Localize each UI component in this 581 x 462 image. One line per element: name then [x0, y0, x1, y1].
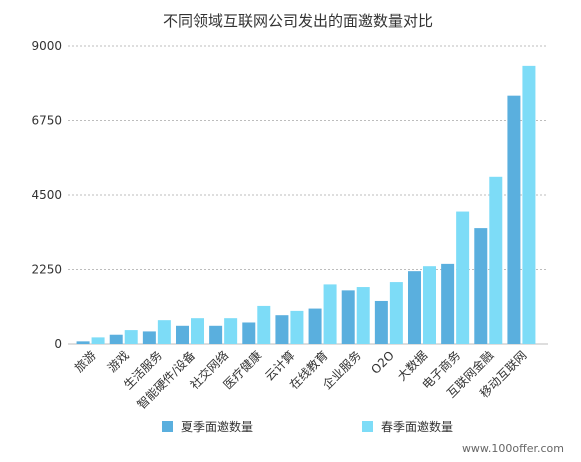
bar-summer: [308, 308, 322, 344]
legend-label-spring: 春季面邀数量: [381, 419, 453, 434]
x-tick-label: O2O: [368, 348, 397, 377]
bar-summer: [507, 95, 521, 345]
x-tick-label: 旅游: [72, 348, 99, 375]
bar-summer: [408, 271, 421, 344]
y-axis-ticks: 0 2250 4500 6750 9000: [31, 39, 62, 351]
x-tick-label: 智能硬件/设备: [134, 348, 198, 412]
bar-spring: [522, 65, 536, 344]
bar-summer: [374, 300, 388, 344]
bar-spring: [191, 318, 204, 344]
bar-spring: [157, 320, 171, 344]
bar-summer: [209, 325, 223, 344]
bar-summer: [142, 331, 156, 344]
x-tick-label: 游戏: [105, 348, 132, 375]
bar-summer: [176, 325, 189, 344]
legend-swatch-spring: [362, 421, 373, 432]
y-tick-label: 4500: [31, 188, 62, 202]
y-tick-label: 0: [54, 337, 62, 351]
bar-summer: [76, 341, 90, 344]
bar-summer: [441, 263, 455, 344]
y-tick-label: 9000: [31, 39, 62, 53]
bar-spring: [423, 266, 436, 344]
bar-summer: [242, 322, 256, 344]
bar-spring: [257, 305, 271, 344]
bar-spring: [224, 318, 238, 344]
bar-spring: [323, 284, 337, 344]
bar-spring: [456, 211, 470, 344]
legend-label-summer: 夏季面邀数量: [181, 419, 253, 434]
legend: 夏季面邀数量 春季面邀数量: [162, 419, 453, 434]
bar-summer: [109, 334, 123, 344]
bar-summer: [474, 228, 488, 344]
bar-spring: [91, 337, 105, 344]
bar-spring: [124, 330, 138, 344]
bar-summer: [275, 315, 289, 344]
bars: [76, 65, 536, 345]
watermark: www.100offer.com: [462, 442, 564, 455]
chart-title: 不同领域互联网公司发出的面邀数量对比: [163, 12, 433, 30]
y-tick-label: 6750: [31, 114, 62, 128]
bar-spring: [290, 310, 304, 344]
bar-spring: [489, 176, 503, 344]
bar-spring: [356, 287, 370, 344]
legend-swatch-summer: [162, 421, 173, 432]
bar-spring: [389, 282, 403, 344]
y-tick-label: 2250: [31, 263, 62, 277]
bar-summer: [341, 290, 355, 344]
